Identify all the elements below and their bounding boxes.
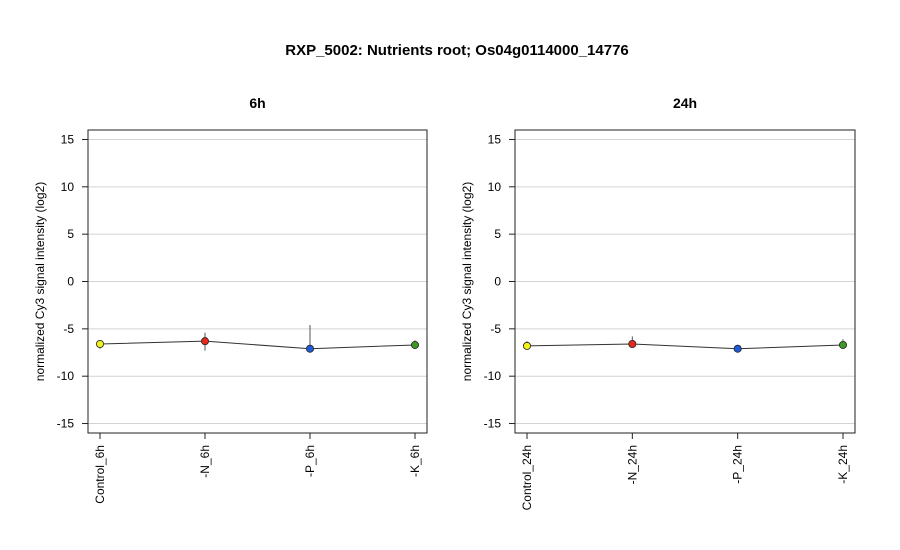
x-tick-label: -N_6h [198, 445, 212, 478]
x-tick-label: -P_24h [731, 445, 745, 484]
y-tick-label: 15 [61, 132, 75, 146]
y-tick-label: -5 [63, 322, 74, 336]
y-tick-label: 15 [488, 132, 502, 146]
data-point [839, 340, 848, 349]
y-axis-label: normalized Cy3 signal intensity (log2) [460, 182, 474, 381]
series-line [99, 340, 416, 350]
y-tick-label: -10 [57, 369, 75, 383]
panel-6h: 6h 15 10 5 0 -5 -10 -15 normalized Cy3 signal in… [33, 95, 428, 504]
data-point [733, 344, 742, 353]
y-tick-label: 5 [494, 227, 501, 241]
panel-title: 24h [673, 95, 697, 111]
x-tick-label: -N_24h [625, 445, 639, 484]
y-tick-label: 10 [488, 180, 502, 194]
x-tick-label: Control_24h [520, 445, 534, 510]
y-tick-label: -15 [484, 417, 502, 431]
x-tick-label: -K_6h [408, 445, 422, 477]
x-tick-label: Control_6h [93, 445, 107, 504]
y-tick-label: 0 [67, 275, 74, 289]
data-point [523, 341, 532, 350]
x-tick-label: -P_6h [303, 445, 317, 477]
data-point [628, 339, 637, 348]
y-tick-label: -5 [490, 322, 501, 336]
y-tick-label: -10 [484, 369, 502, 383]
y-axis-label: normalized Cy3 signal intensity (log2) [33, 182, 47, 381]
panel-24h: 24h 15 10 5 0 -5 -10 -15 normalized Cy3 signal i… [460, 95, 856, 510]
panel-title: 6h [249, 95, 265, 111]
y-tick-label: 10 [61, 180, 75, 194]
data-point [200, 337, 209, 346]
y-tick-label: 5 [67, 227, 74, 241]
data-point [96, 339, 105, 348]
data-point [305, 344, 314, 353]
y-tick-label: -15 [57, 417, 75, 431]
main-title: RXP_5002: Nutrients root; Os04g0114000_1… [285, 42, 629, 59]
y-tick-label: 0 [494, 275, 501, 289]
x-tick-label: -K_24h [836, 445, 850, 484]
data-point [410, 340, 419, 349]
series-line [526, 343, 844, 350]
